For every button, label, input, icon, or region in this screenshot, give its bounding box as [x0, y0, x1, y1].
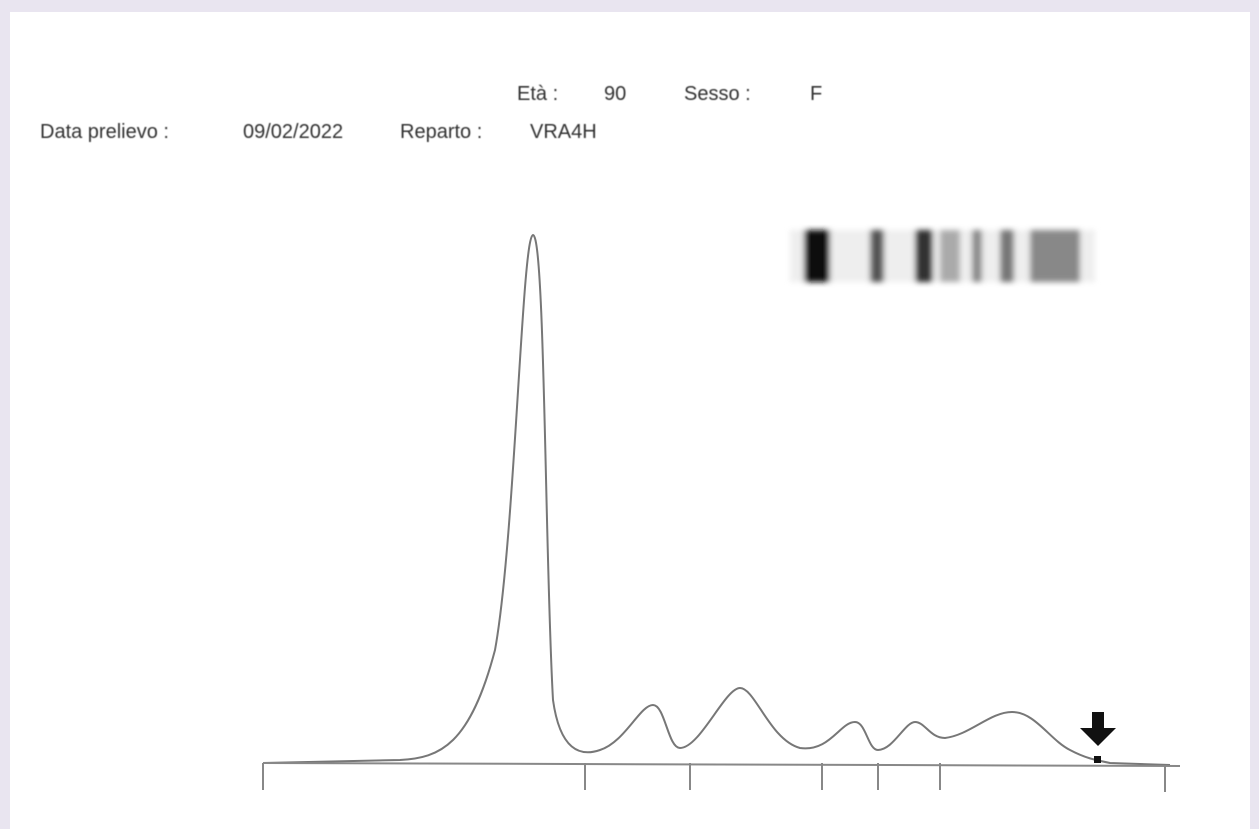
electrophoresis-report: Età : 90 Sesso : F Data prelievo : 09/02… [0, 0, 1259, 829]
sex-label: Sesso : [684, 83, 751, 105]
fraction-dividers [263, 763, 1165, 792]
marker-arrow [1080, 712, 1116, 763]
age-value: 90 [604, 83, 626, 105]
baseline [263, 763, 1180, 766]
date-label: Data prelievo : [40, 121, 169, 143]
age-label: Età : [517, 83, 558, 105]
date-value: 09/02/2022 [243, 121, 343, 143]
page-body: {"header": {"age_label": "Età :", "age":… [0, 0, 1259, 829]
ward-label: Reparto : [400, 121, 482, 143]
sex-value: F [810, 83, 822, 105]
gel-bands [790, 230, 1095, 282]
densitometry-curve [263, 235, 1170, 765]
ward-value: VRA4H [530, 121, 597, 143]
